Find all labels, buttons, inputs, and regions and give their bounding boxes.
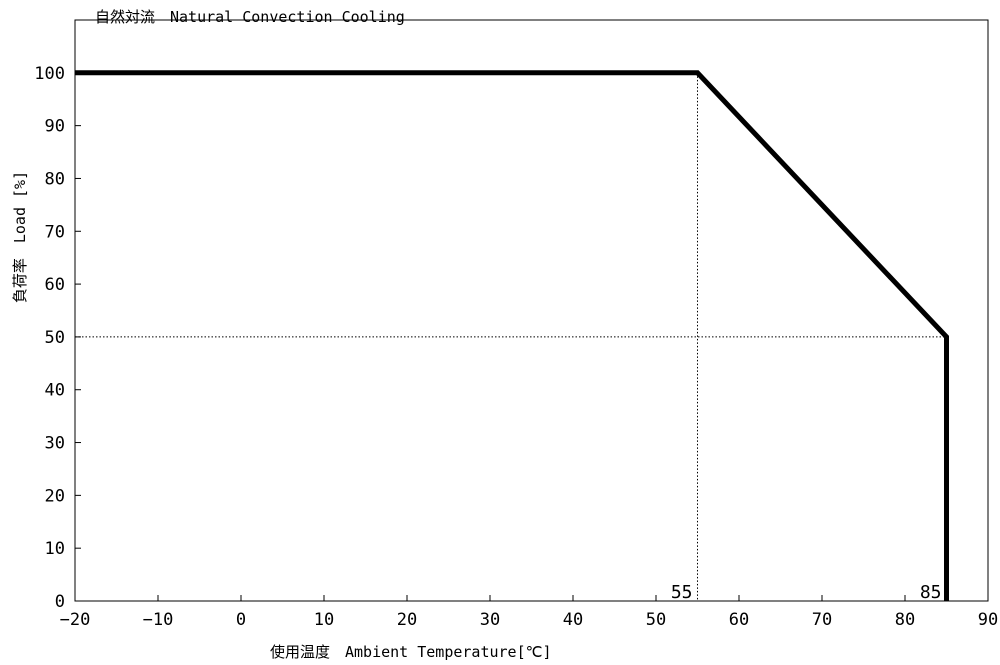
y-tick-label: 100 [34, 64, 65, 84]
x-tick-label: −20 [60, 610, 91, 630]
y-tick-label: 20 [45, 486, 65, 506]
y-tick-label: 80 [45, 169, 65, 189]
annotations: 55 85 [671, 582, 942, 603]
x-tick-label: 20 [397, 610, 417, 630]
y-tick-label: 90 [45, 117, 65, 137]
x-tick-label: 40 [563, 610, 583, 630]
y-tick-label: 40 [45, 381, 65, 401]
reference-lines [75, 72, 947, 601]
plot-area [74, 19, 989, 602]
y-tick-label: 60 [45, 275, 65, 295]
x-tick-label: 70 [812, 610, 832, 630]
x-axis-label: 使用温度 Ambient Temperature[℃] [270, 643, 552, 661]
y-tick-label: 10 [45, 539, 65, 559]
x-tick-label: 0 [236, 610, 246, 630]
series-line-0 [75, 70, 949, 601]
y-tick-label: 50 [45, 328, 65, 348]
y-tick-label: 70 [45, 222, 65, 242]
x-axis-ticks: −20 −10 0 10 20 30 40 50 60 70 80 90 [60, 595, 998, 630]
annotation-label: 85 [920, 582, 942, 603]
x-tick-label: 90 [978, 610, 998, 630]
x-tick-label: 10 [314, 610, 334, 630]
chart-title: 自然対流 Natural Convection Cooling [95, 8, 405, 26]
annotation-label: 55 [671, 582, 693, 603]
y-axis-label: 負荷率 Load [%] [11, 171, 29, 303]
x-tick-label: 60 [729, 610, 749, 630]
x-tick-label: 80 [895, 610, 915, 630]
x-tick-label: −10 [143, 610, 174, 630]
series-layer [75, 70, 949, 601]
y-axis-ticks: 0 10 20 30 40 50 60 70 80 90 100 [34, 64, 81, 612]
x-tick-label: 30 [480, 610, 500, 630]
x-tick-label: 50 [646, 610, 666, 630]
y-tick-label: 30 [45, 434, 65, 454]
y-tick-label: 0 [55, 592, 65, 612]
